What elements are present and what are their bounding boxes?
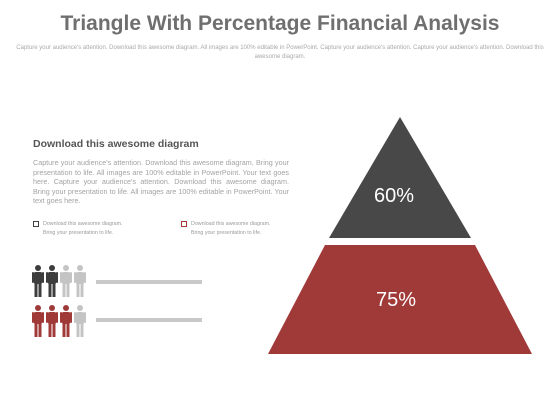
pyramid-bottom-label: 75% <box>376 289 416 311</box>
slide-subtitle: Capture your audience's attention. Downl… <box>16 45 544 60</box>
legend-text-line: Download this awesome diagram. <box>191 221 271 227</box>
legend-square-icon <box>181 221 187 227</box>
people-row-red <box>32 305 88 337</box>
person-icon <box>74 305 86 337</box>
legend-item-dark: Download this awesome diagram. Bring you… <box>33 220 123 237</box>
person-icon <box>32 265 44 297</box>
person-icon <box>60 265 72 297</box>
person-icon <box>46 305 58 337</box>
pyramid-bottom-segment <box>268 245 532 354</box>
section-body: Capture your audience's attention. Downl… <box>33 158 289 206</box>
legend-text-line: Bring your presentation to life. <box>191 229 262 236</box>
pyramid-top-segment <box>329 117 471 238</box>
person-icon <box>60 305 72 337</box>
section-heading: Download this awesome diagram <box>33 138 199 150</box>
legend-text: Download this awesome diagram. Bring you… <box>43 220 123 237</box>
progress-bar-dark <box>96 280 202 284</box>
people-row-dark <box>32 265 88 297</box>
legend-item-red: Download this awesome diagram. Bring you… <box>181 220 271 237</box>
person-icon <box>74 265 86 297</box>
legend-text-line: Download this awesome diagram. <box>43 221 123 227</box>
legend-text: Download this awesome diagram. Bring you… <box>191 220 271 237</box>
slide-title: Triangle With Percentage Financial Analy… <box>60 12 500 35</box>
pyramid-top-label: 60% <box>374 185 414 207</box>
person-icon <box>32 305 44 337</box>
legend-square-icon <box>33 221 39 227</box>
progress-bar-red <box>96 318 202 322</box>
legend-text-line: Bring your presentation to life. <box>43 229 114 236</box>
person-icon <box>46 265 58 297</box>
